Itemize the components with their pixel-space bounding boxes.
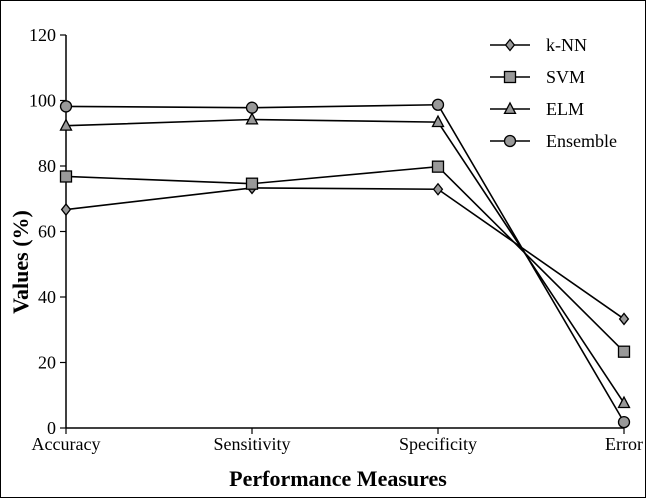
series-svm — [59, 160, 631, 358]
legend-label-k-nn: k-NN — [546, 35, 587, 55]
series-line-k-nn — [65, 187, 625, 320]
data-point-ensemble — [59, 100, 73, 113]
series-ensemble — [59, 98, 631, 429]
legend-item-ensemble: Ensemble — [490, 131, 617, 151]
data-point-ensemble — [245, 101, 259, 114]
legend-item-k-nn: k-NN — [490, 35, 587, 55]
y-axis-title: Values (%) — [8, 210, 33, 314]
series-line-svm — [65, 165, 625, 353]
legend-marker-ensemble — [503, 134, 517, 148]
y-tick-label: 20 — [38, 353, 56, 373]
data-point-elm — [431, 114, 445, 128]
data-point-svm — [59, 170, 73, 183]
data-point-ensemble — [431, 98, 445, 111]
legend-marker-k-nn — [504, 38, 516, 52]
legend-label-elm: ELM — [546, 99, 584, 119]
data-point-elm — [245, 112, 259, 125]
y-tick-label: 0 — [47, 418, 56, 438]
data-point-k-nn — [618, 312, 630, 326]
series-k-nn — [60, 181, 630, 326]
legend-item-svm: SVM — [490, 67, 585, 87]
legend-marker-elm — [503, 101, 517, 115]
x-axis-ticks: Accuracy Sensitivity Specificity Error — [32, 428, 643, 454]
series-line-ensemble — [65, 103, 625, 423]
y-tick-label: 80 — [38, 156, 56, 176]
data-point-k-nn — [60, 203, 72, 217]
legend-label-ensemble: Ensemble — [546, 131, 617, 151]
data-point-svm — [245, 177, 259, 190]
x-tick-label: Accuracy — [32, 434, 101, 454]
data-point-elm — [59, 118, 73, 131]
x-tick-label: Sensitivity — [213, 434, 290, 454]
y-tick-label: 120 — [29, 25, 56, 45]
legend-marker-svm — [503, 70, 517, 84]
y-axis-ticks: 0 20 40 60 80 100 120 — [29, 25, 66, 438]
y-tick-label: 60 — [38, 222, 56, 242]
legend: k-NN SVM ELM Ensemble — [490, 35, 617, 151]
data-point-k-nn — [432, 182, 444, 196]
data-point-elm — [617, 395, 631, 409]
x-tick-label: Specificity — [399, 434, 477, 454]
x-axis-title: Performance Measures — [229, 466, 447, 491]
y-tick-label: 100 — [29, 91, 56, 111]
series-elm — [59, 112, 631, 409]
axes — [65, 35, 624, 429]
legend-label-svm: SVM — [546, 67, 585, 87]
y-tick-label: 40 — [38, 287, 56, 307]
x-tick-label: Error — [605, 434, 643, 454]
series-layer — [59, 98, 631, 429]
data-point-svm — [431, 160, 445, 173]
data-point-ensemble — [617, 415, 631, 429]
legend-item-elm: ELM — [490, 99, 584, 119]
data-point-svm — [617, 345, 631, 358]
